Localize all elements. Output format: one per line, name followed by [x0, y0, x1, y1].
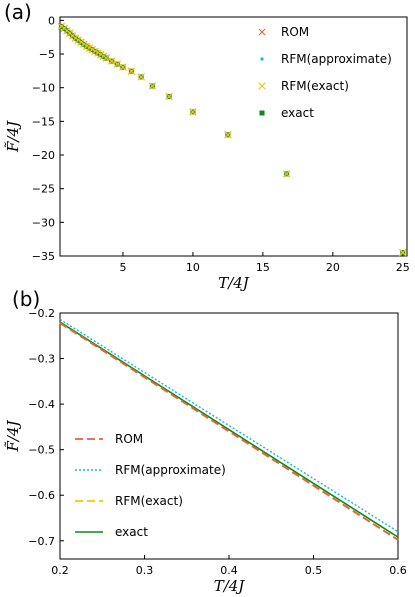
a-y-tick-label: −10: [32, 82, 55, 95]
rfm-approximate-marker: [260, 57, 264, 61]
rfm-exact-marker-stroke: [113, 60, 122, 68]
b-y-tick-label: −0.5: [28, 444, 55, 457]
rfm-approximate-line: [59, 318, 399, 533]
rfm-exact-marker-stroke: [93, 49, 102, 57]
a-y-tick-label: −35: [32, 250, 55, 263]
b-y-tick-label: −0.3: [28, 353, 55, 366]
b-y-axis-label: F̃/4J: [4, 420, 22, 453]
legend-a-label: RFM(exact): [281, 79, 349, 93]
rfm-exact-marker: [137, 73, 145, 81]
b-x-tick-label: 0.6: [389, 564, 407, 577]
a-y-axis-label: F̃/4J: [4, 120, 22, 153]
a-y-tick-label: −20: [32, 149, 55, 162]
rfm-exact-marker: [113, 60, 122, 68]
rfm-exact-marker-stroke: [399, 248, 407, 257]
rfm-exact-marker-stroke: [119, 63, 127, 71]
panel-b: 0.2 0.3 0.4 0.5 0.6 −0.2 −0.3 −0.4 −0.5 −0.6 −0.7 T…: [4, 307, 407, 595]
rfm-exact-marker: [399, 248, 407, 257]
b-x-axis-label: T/4J: [214, 577, 246, 595]
rfm-exact-marker-stroke: [102, 54, 110, 62]
rfm-exact-marker-stroke: [165, 92, 173, 101]
a-x-tick-label: 20: [326, 261, 340, 274]
rfm-exact-marker-stroke: [82, 42, 91, 51]
a-y-tick-label: −30: [32, 216, 55, 229]
a-x-tick-label: 15: [256, 261, 270, 274]
b-y-tick-label: −0.4: [28, 398, 55, 411]
rom-line: [59, 322, 399, 541]
rfm-exact-marker-stroke: [99, 52, 108, 61]
legend-a-label: exact: [281, 106, 314, 120]
rfm-exact-marker-stroke: [258, 82, 266, 90]
b-x-tick-label: 0.2: [51, 564, 69, 577]
a-x-tick-label: 5: [119, 261, 126, 274]
rfm-exact-marker-stroke: [77, 38, 85, 47]
rfm-exact-marker: [148, 82, 157, 90]
rfm-exact-marker: [282, 170, 291, 178]
b-y-tick-label: −0.2: [28, 307, 55, 320]
rfm-exact-marker: [127, 67, 136, 75]
legend-a-label: ROM: [281, 25, 309, 39]
a-x-tick-label: 25: [396, 261, 410, 274]
rfm-exact-marker: [224, 131, 232, 139]
rfm-exact-marker-stroke: [107, 57, 116, 65]
rfm-exact-marker: [189, 108, 197, 116]
rfm-exact-marker-stroke: [189, 108, 197, 116]
rfm-exact-marker-stroke: [127, 67, 136, 75]
rfm-exact-marker: [102, 54, 110, 62]
rfm-exact-marker: [258, 82, 266, 90]
a-x-tick-label: 10: [186, 261, 200, 274]
panel-b-label: (b): [12, 287, 40, 311]
b-x-tick-label: 0.3: [136, 564, 154, 577]
b-x-tick-label: 0.5: [305, 564, 323, 577]
rfm-exact-marker-stroke: [137, 73, 145, 81]
a-y-tick-label: 0: [48, 14, 55, 27]
exact-line: [59, 321, 399, 538]
b-y-tick-label: −0.7: [28, 535, 55, 548]
rom-marker: [258, 28, 266, 36]
rfm-exact-marker-stroke: [282, 170, 291, 178]
rfm-exact-marker-stroke: [224, 131, 232, 139]
legend-b-label: RFM(approximate): [115, 463, 226, 477]
rfm-exact-marker-stroke: [88, 45, 96, 54]
legend-b-label: RFM(exact): [115, 494, 183, 508]
rfm-exact-marker-stroke: [91, 47, 99, 56]
rfm-exact-marker-stroke: [148, 82, 157, 90]
rfm-exact-marker-stroke: [79, 40, 88, 49]
rfm-exact-marker-stroke: [85, 44, 94, 52]
a-y-tick-label: −5: [39, 48, 55, 61]
rfm-exact-marker: [165, 92, 173, 101]
rfm-exact-marker: [107, 57, 116, 65]
rfm-exact-marker-stroke: [71, 34, 80, 42]
legend-a-label: RFM(approximate): [281, 52, 392, 66]
exact-marker: [259, 110, 265, 116]
panel-a-label: (a): [4, 0, 32, 24]
a-x-axis-label: T/4J: [218, 274, 250, 292]
a-y-tick-label: −25: [32, 183, 55, 196]
b-x-tick-label: 0.4: [220, 564, 238, 577]
rfm-exact-marker: [119, 63, 127, 71]
legend-b-label: ROM: [115, 432, 143, 446]
rom-marker-stroke: [258, 28, 266, 36]
a-y-tick-label: −15: [32, 115, 55, 128]
a-plot-frame: [59, 16, 408, 257]
panel-a: 5 10 15 20 25 0 −5 −10 −15 −20 −25 −30 −35 T/4J F̃/4J R…: [4, 14, 410, 292]
rfm-exact-marker-stroke: [96, 50, 105, 59]
b-y-tick-label: −0.6: [28, 489, 55, 502]
legend-b-label: exact: [115, 525, 148, 539]
b-plot-frame: [59, 312, 399, 560]
rfm-exact-marker-stroke: [74, 36, 82, 45]
rfm-exact-marker-stroke: [57, 22, 66, 31]
